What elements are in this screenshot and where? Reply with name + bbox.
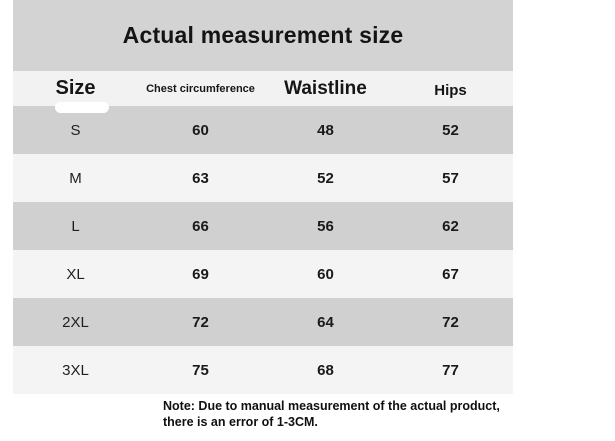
table-row-s: S 60 48 52 xyxy=(13,106,513,154)
size-column-highlight xyxy=(55,102,109,113)
waist-value: 68 xyxy=(317,361,334,379)
table-header-row: Size Chest circumference Waistline Hips xyxy=(13,71,513,113)
table-row-xl: XL 69 60 67 xyxy=(13,250,513,298)
chest-value: 75 xyxy=(192,361,209,379)
size-label: S xyxy=(70,121,81,139)
hips-value: 77 xyxy=(442,361,459,379)
hips-value: 52 xyxy=(442,121,459,139)
waist-value: 52 xyxy=(317,169,334,187)
size-label: 3XL xyxy=(62,361,89,379)
measurement-table-body: S 60 48 52 M 63 52 57 L 66 56 62 XL 69 6… xyxy=(13,106,513,394)
size-label: 2XL xyxy=(62,313,89,331)
table-row-2xl: 2XL 72 64 72 xyxy=(13,298,513,346)
chest-value: 60 xyxy=(192,121,209,139)
hips-value: 57 xyxy=(442,169,459,187)
measurement-note: Note: Due to manual measurement of the a… xyxy=(163,399,500,430)
size-label: XL xyxy=(66,265,85,283)
size-label: M xyxy=(69,169,82,187)
waist-value: 64 xyxy=(317,313,334,331)
note-line-2: there is an error of 1-3CM. xyxy=(163,414,318,429)
chest-value: 72 xyxy=(192,313,209,331)
column-header-hips: Hips xyxy=(434,81,467,99)
waist-value: 56 xyxy=(317,217,334,235)
waist-value: 48 xyxy=(317,121,334,139)
hips-value: 72 xyxy=(442,313,459,331)
hips-value: 67 xyxy=(442,265,459,283)
table-row-3xl: 3XL 75 68 77 xyxy=(13,346,513,394)
note-line-1: Note: Due to manual measurement of the a… xyxy=(163,399,500,413)
hips-value: 62 xyxy=(442,217,459,235)
table-row-m: M 63 52 57 xyxy=(13,154,513,202)
size-label: L xyxy=(71,217,80,235)
column-header-waist: Waistline xyxy=(284,77,367,99)
title-banner: Actual measurement size xyxy=(13,0,513,71)
size-chart-sheet: Actual measurement size Size Chest circu… xyxy=(13,0,513,394)
waist-value: 60 xyxy=(317,265,334,283)
column-header-size: Size xyxy=(55,77,96,99)
page-title: Actual measurement size xyxy=(122,22,404,48)
chest-value: 63 xyxy=(192,169,209,187)
chest-value: 69 xyxy=(192,265,209,283)
column-header-chest: Chest circumference xyxy=(146,82,255,95)
table-row-l: L 66 56 62 xyxy=(13,202,513,250)
chest-value: 66 xyxy=(192,217,209,235)
